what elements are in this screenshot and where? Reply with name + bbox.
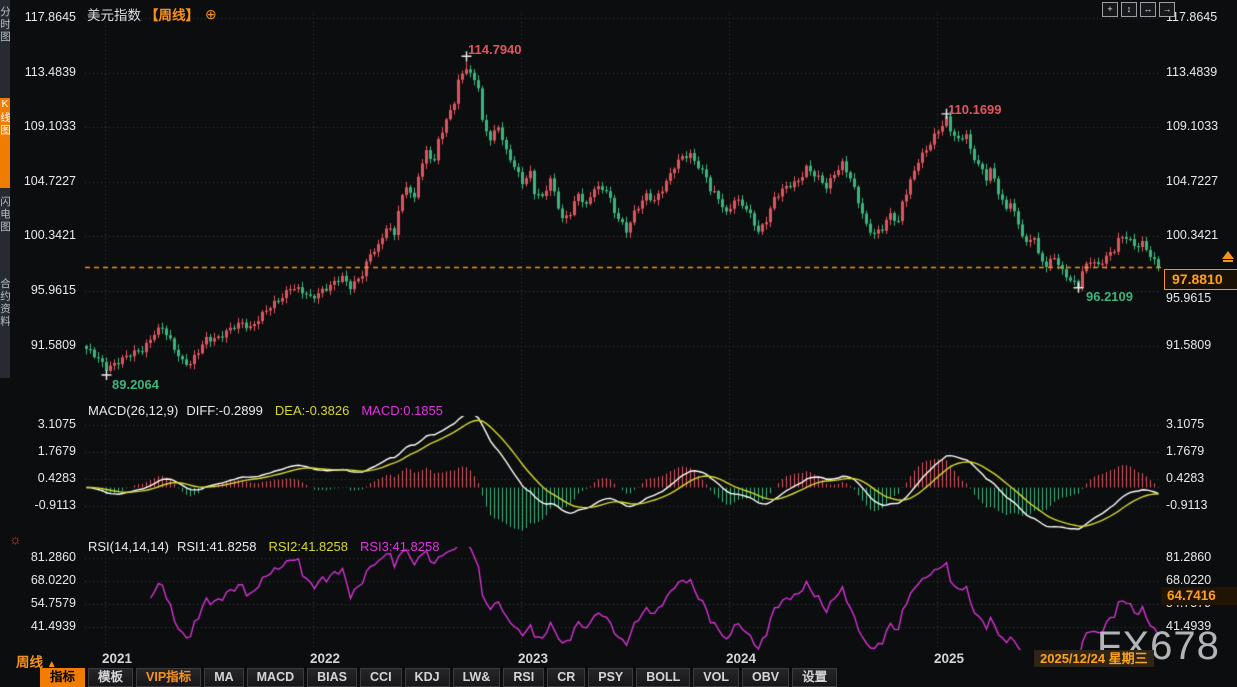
- price-axis-label-left: 100.3421: [23, 228, 76, 243]
- rsi2-value: RSI2:41.8258: [268, 539, 348, 554]
- rsi3-value: RSI3:41.8258: [359, 539, 440, 554]
- toolbar-tab-MACD[interactable]: MACD: [246, 668, 305, 687]
- toolbar-tab-BOLL[interactable]: BOLL: [636, 668, 691, 687]
- price-axis-label-right: 100.3421: [1166, 228, 1219, 243]
- rsi-title: RSI(14,14,14): [88, 539, 169, 554]
- rsi-axis-label-left: 54.7579: [30, 596, 76, 610]
- macd-axis-label-right: 1.7679: [1166, 444, 1205, 458]
- cursor-date-badge: 2025/12/24 星期三: [1034, 650, 1154, 667]
- price-axis-label-right: 113.4839: [1166, 64, 1218, 79]
- macd-axis-label-left: 1.7679: [37, 444, 76, 458]
- sidebar-item-3[interactable]: 合约资料: [0, 278, 10, 328]
- price-axis-label-left: 104.7227: [23, 173, 76, 188]
- toolbar-tab-指标[interactable]: 指标: [40, 668, 86, 687]
- macd-header: MACD(26,12,9) DIFF:-0.2899 DEA:-0.3826 M…: [88, 403, 443, 418]
- x-axis-year-label: 2021: [101, 651, 133, 666]
- price-axis-label-left: 113.4839: [24, 64, 76, 79]
- x-axis-year-label: 2023: [517, 651, 549, 666]
- macd-diff-value: DIFF:-0.2899: [186, 403, 263, 418]
- chart-header: 美元指数 【周线】 ⊕: [87, 4, 217, 24]
- symbol-name: 美元指数: [87, 8, 141, 23]
- price-pin-icon[interactable]: [1222, 251, 1234, 262]
- x-axis-year-label: 2024: [725, 651, 757, 666]
- macd-axis-label-right: 3.1075: [1166, 417, 1205, 431]
- rsi-axis-label-right: 41.4939: [1166, 619, 1212, 633]
- sidebar-item-1[interactable]: K线图: [0, 98, 10, 188]
- rsi-header: RSI(14,14,14) RSI1:41.8258 RSI2:41.8258 …: [88, 539, 439, 554]
- x-axis-year-label: 2022: [309, 651, 341, 666]
- add-compare-icon[interactable]: ⊕: [205, 5, 217, 22]
- rsi-axis-label-right: 81.2860: [1166, 550, 1212, 564]
- price-axis-label-right: 91.5809: [1166, 337, 1212, 352]
- annotation-highest: 114.7940: [468, 42, 522, 57]
- timeframe-tag: 【周线】: [145, 8, 199, 23]
- toolbar-tab-模板[interactable]: 模板: [88, 668, 134, 687]
- macd-axis-label-right: 0.4283: [1166, 471, 1205, 485]
- timeframe-label: 周线: [16, 655, 43, 670]
- macd-dea-value: DEA:-0.3826: [274, 403, 350, 418]
- crosshair-tool-icon[interactable]: +: [1102, 2, 1118, 17]
- price-axis-label-left: 109.1033: [23, 119, 76, 134]
- vertical-scale-tool-icon[interactable]: ↕: [1121, 2, 1137, 17]
- toolbar-tab-CR[interactable]: CR: [547, 668, 586, 687]
- sidebar-item-2[interactable]: 闪电图: [0, 196, 10, 234]
- rsi-axis-label-left: 68.0220: [30, 573, 76, 587]
- price-axis-label-right: 117.8645: [1166, 10, 1218, 24]
- window-tools: + ↕ ↔ →: [1102, 2, 1175, 17]
- rsi-axis-label-right: 68.0220: [1166, 573, 1212, 587]
- price-axis-label-right: 109.1033: [1166, 119, 1219, 134]
- rsi-current-badge: 64.7416: [1161, 587, 1237, 605]
- forward-tool-icon[interactable]: →: [1159, 2, 1175, 17]
- toolbar-tab-设置[interactable]: 设置: [792, 668, 838, 687]
- macd-axis-label-right: -0.9113: [1166, 498, 1208, 512]
- toolbar-tab-VIP指标[interactable]: VIP指标: [136, 668, 202, 687]
- toolbar-tab-BIAS[interactable]: BIAS: [307, 668, 358, 687]
- toolbar-tab-PSY[interactable]: PSY: [588, 668, 634, 687]
- toolbar-tab-CCI[interactable]: CCI: [360, 668, 402, 687]
- toolbar-tab-MA[interactable]: MA: [204, 668, 244, 687]
- sidebar-item-0[interactable]: 分时图: [0, 6, 10, 44]
- toolbar-tab-VOL[interactable]: VOL: [693, 668, 739, 687]
- price-axis-label-right: 104.7227: [1166, 173, 1219, 188]
- annotation-lowest: 89.2064: [112, 377, 159, 392]
- annotation-second-low: 96.2109: [1086, 289, 1133, 304]
- annotation-second-high: 110.1699: [948, 102, 1002, 117]
- price-axis-label-left: 117.8645: [24, 10, 76, 24]
- price-axis-label-left: 91.5809: [30, 337, 76, 352]
- toolbar-tab-KDJ[interactable]: KDJ: [404, 668, 450, 687]
- left-sidebar: 分时图 K线图闪电图合约资料: [0, 0, 10, 378]
- timeframe-arrow-icon: ▲: [46, 659, 57, 670]
- toolbar-tab-LW&[interactable]: LW&: [452, 668, 501, 687]
- timeframe-selector[interactable]: 周线 ▲: [16, 651, 57, 671]
- macd-macd-value: MACD:0.1855: [361, 403, 443, 418]
- rsi1-value: RSI1:41.8258: [176, 539, 257, 554]
- macd-title: MACD(26,12,9): [88, 403, 179, 418]
- current-price-box: 97.8810: [1164, 269, 1237, 290]
- toolbar-tab-RSI[interactable]: RSI: [503, 668, 545, 687]
- price-axis-label-left: 95.9615: [30, 282, 76, 297]
- toolbar-tab-OBV[interactable]: OBV: [742, 668, 790, 687]
- rsi-axis-label-left: 41.4939: [30, 619, 76, 633]
- price-axis-label-right: 95.9615: [1166, 291, 1212, 305]
- indicator-toolbar: 指标 模板 VIP指标 MA MACD BIAS CCI KDJ LW& RSI CR PSY BOLL…: [0, 668, 1237, 687]
- rsi-axis-label-left: 81.2860: [30, 550, 76, 564]
- macd-axis-label-left: -0.9113: [34, 498, 76, 512]
- live-hot-icon[interactable]: ☼: [9, 531, 22, 547]
- horizontal-scale-tool-icon[interactable]: ↔: [1140, 2, 1156, 17]
- macd-axis-label-left: 3.1075: [37, 417, 76, 431]
- x-axis-year-label: 2025: [933, 651, 965, 666]
- macd-axis-label-left: 0.4283: [37, 471, 76, 485]
